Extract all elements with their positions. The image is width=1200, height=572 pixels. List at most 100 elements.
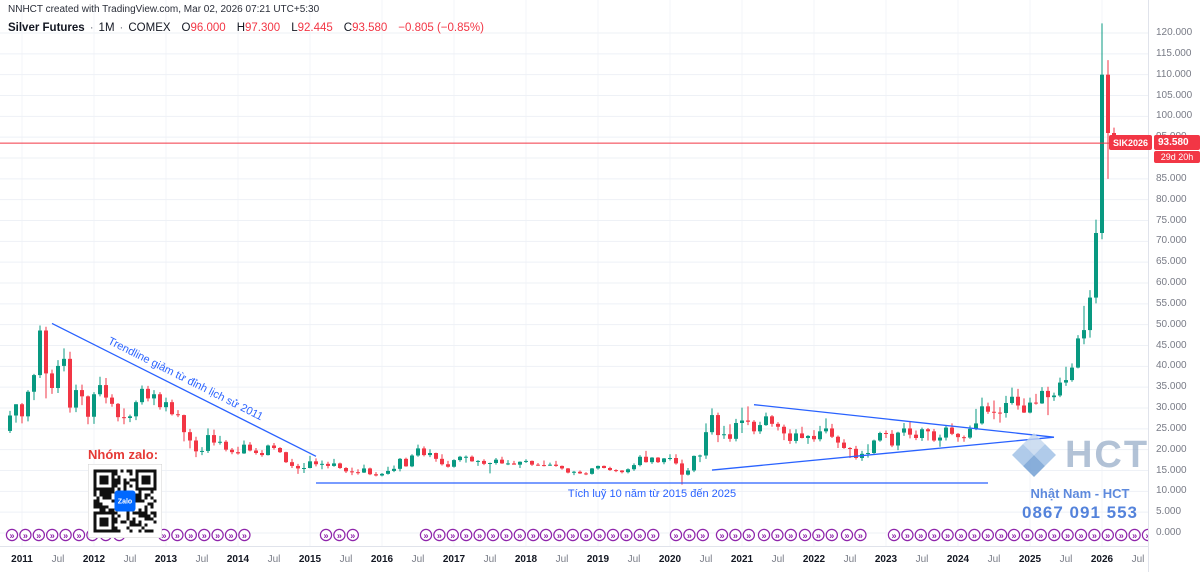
event-marker-icon[interactable]: [211, 528, 224, 542]
event-marker-icon[interactable]: [968, 528, 981, 542]
time-axis-jul-label: Jul: [1131, 554, 1145, 565]
event-marker-icon[interactable]: [798, 528, 812, 542]
event-marker-icon[interactable]: [1141, 528, 1148, 542]
event-marker-icon[interactable]: [553, 528, 566, 542]
svg-text:»: »: [775, 530, 780, 540]
svg-text:»: »: [985, 530, 990, 540]
event-marker-icon[interactable]: [46, 528, 59, 542]
svg-text:»: »: [802, 530, 807, 540]
event-marker-icon[interactable]: [840, 528, 854, 542]
event-marker-icon[interactable]: [333, 528, 346, 542]
event-marker-icon[interactable]: [224, 528, 238, 542]
exchange-label: COMEX: [128, 22, 171, 34]
time-axis-year-label: 2012: [82, 554, 106, 565]
event-marker-icon[interactable]: [513, 528, 527, 542]
price-axis[interactable]: 0.000 5.000 10.000 15.000 20.000 25.000 30.000…: [1148, 0, 1200, 572]
event-marker-icon[interactable]: [941, 528, 954, 542]
event-marker-icon[interactable]: [346, 528, 359, 542]
svg-text:»: »: [972, 530, 977, 540]
legend-separator: ·: [89, 22, 94, 34]
event-marker-icon[interactable]: [1047, 528, 1061, 542]
time-axis-year-label: 2015: [298, 554, 322, 565]
event-marker-icon[interactable]: [854, 528, 867, 542]
price-axis-label: 55.000: [1156, 297, 1187, 309]
event-marker-icon[interactable]: [995, 528, 1008, 542]
event-marker-icon[interactable]: [1114, 528, 1128, 542]
svg-text:»: »: [733, 530, 738, 540]
event-marker-icon[interactable]: [1034, 528, 1048, 542]
event-marker-icon[interactable]: [5, 528, 19, 542]
event-marker-icon[interactable]: [580, 528, 593, 542]
interval-label[interactable]: 1M: [98, 22, 115, 34]
event-marker-icon[interactable]: [1074, 528, 1088, 542]
event-marker-icon[interactable]: [539, 528, 553, 542]
svg-text:»: »: [23, 530, 28, 540]
svg-text:»: »: [323, 530, 328, 540]
event-marker-icon[interactable]: [419, 528, 433, 542]
event-marker-icon[interactable]: [433, 528, 446, 542]
price-chart-canvas[interactable]: Trendline giảm từ đỉnh lịch sử 2011 Tích …: [0, 0, 1148, 546]
price-axis-label: 115.000: [1156, 47, 1192, 59]
event-marker-icon[interactable]: [784, 528, 798, 542]
price-axis-label: 10.000: [1156, 485, 1187, 497]
event-marker-icon[interactable]: [527, 528, 540, 542]
svg-text:Zalo: Zalo: [118, 498, 132, 505]
event-marker-icon[interactable]: [887, 528, 901, 542]
symbol-legend[interactable]: Silver Futures · 1M · COMEX O96.000 H97.…: [8, 22, 484, 34]
event-marker-icon[interactable]: [981, 528, 995, 542]
time-axis[interactable]: 2011 Jul 2012 Jul 2013 Jul 2014 Jul 2015 Jul 2016 J…: [0, 546, 1148, 572]
event-marker-icon[interactable]: [238, 528, 251, 542]
time-axis-jul-label: Jul: [195, 554, 209, 565]
event-marker-icon[interactable]: [473, 528, 486, 542]
event-marker-icon[interactable]: [1061, 528, 1074, 542]
event-marker-icon[interactable]: [486, 528, 500, 542]
event-marker-icon[interactable]: [59, 528, 72, 542]
time-axis-jul-label: Jul: [123, 554, 137, 565]
candles: [8, 23, 1116, 485]
event-marker-icon[interactable]: [771, 528, 784, 542]
event-marker-icon[interactable]: [19, 528, 32, 542]
event-marker-icon[interactable]: [683, 528, 696, 542]
svg-text:»: »: [215, 530, 220, 540]
event-marker-icon[interactable]: [647, 528, 660, 542]
event-marker-icon[interactable]: [460, 528, 473, 542]
svg-text:»: »: [700, 530, 705, 540]
event-marker-icon[interactable]: [593, 528, 606, 542]
event-marker-icon[interactable]: [606, 528, 620, 542]
event-marker-icon[interactable]: [1088, 528, 1101, 542]
symbol-name[interactable]: Silver Futures: [8, 22, 85, 34]
time-axis-jul-label: Jul: [987, 554, 1001, 565]
event-marker-icon[interactable]: [32, 528, 46, 542]
svg-text:»: »: [1025, 530, 1030, 540]
event-marker-icon[interactable]: [1007, 528, 1021, 542]
event-marker-icon[interactable]: [901, 528, 914, 542]
event-marker-icon[interactable]: [197, 528, 211, 542]
event-marker-icon[interactable]: [715, 528, 729, 542]
event-marker-icon[interactable]: [1021, 528, 1034, 542]
event-marker-icon[interactable]: [742, 528, 756, 542]
event-marker-icon[interactable]: [319, 528, 333, 542]
event-marker-icon[interactable]: [812, 528, 825, 542]
event-marker-icon[interactable]: [757, 528, 771, 542]
svg-text:»: »: [557, 530, 562, 540]
event-marker-icon[interactable]: [914, 528, 928, 542]
event-marker-icon[interactable]: [954, 528, 968, 542]
event-marker-icon[interactable]: [729, 528, 742, 542]
event-marker-icon[interactable]: [928, 528, 941, 542]
event-marker-icon[interactable]: [184, 528, 197, 542]
event-marker-icon[interactable]: [620, 528, 633, 542]
svg-text:»: »: [450, 530, 455, 540]
event-marker-icon[interactable]: [566, 528, 580, 542]
event-marker-icon[interactable]: [633, 528, 647, 542]
event-marker-icon[interactable]: [72, 528, 86, 542]
event-marker-icon[interactable]: [696, 528, 710, 542]
event-marker-icon[interactable]: [500, 528, 513, 542]
event-marker-icon[interactable]: [669, 528, 683, 542]
event-marker-icon[interactable]: [446, 528, 459, 542]
event-marker-icon[interactable]: [1128, 528, 1141, 542]
last-price-value: 93.580: [1154, 135, 1200, 151]
event-marker-icon[interactable]: [171, 528, 184, 542]
svg-text:»: »: [437, 530, 442, 540]
event-marker-icon[interactable]: [1101, 528, 1115, 542]
event-marker-icon[interactable]: [825, 528, 839, 542]
